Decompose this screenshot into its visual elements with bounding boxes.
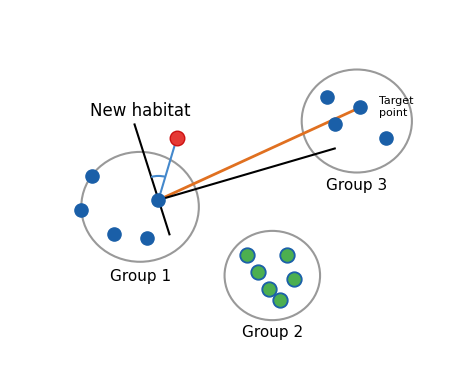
Text: New habitat: New habitat <box>90 102 191 120</box>
Point <box>383 135 390 141</box>
Point <box>356 104 364 110</box>
Point <box>77 207 85 213</box>
Point <box>110 231 118 237</box>
Point <box>243 252 250 258</box>
Point <box>283 252 291 258</box>
Point <box>243 252 250 258</box>
Point <box>265 286 273 292</box>
Point <box>155 197 162 203</box>
Point <box>254 269 262 275</box>
Text: Group 1: Group 1 <box>109 269 171 283</box>
Point <box>144 235 151 241</box>
Point <box>291 276 298 282</box>
Text: Group 3: Group 3 <box>326 178 387 193</box>
Point <box>276 296 283 302</box>
Point <box>324 94 331 100</box>
Point <box>331 121 338 127</box>
Text: Group 2: Group 2 <box>242 325 303 340</box>
Point <box>291 276 298 282</box>
Point <box>265 286 273 292</box>
Point <box>89 173 96 179</box>
Text: Target
point: Target point <box>379 97 413 118</box>
Point <box>276 296 283 302</box>
Point <box>283 252 291 258</box>
Point <box>173 135 181 141</box>
Point <box>254 269 262 275</box>
